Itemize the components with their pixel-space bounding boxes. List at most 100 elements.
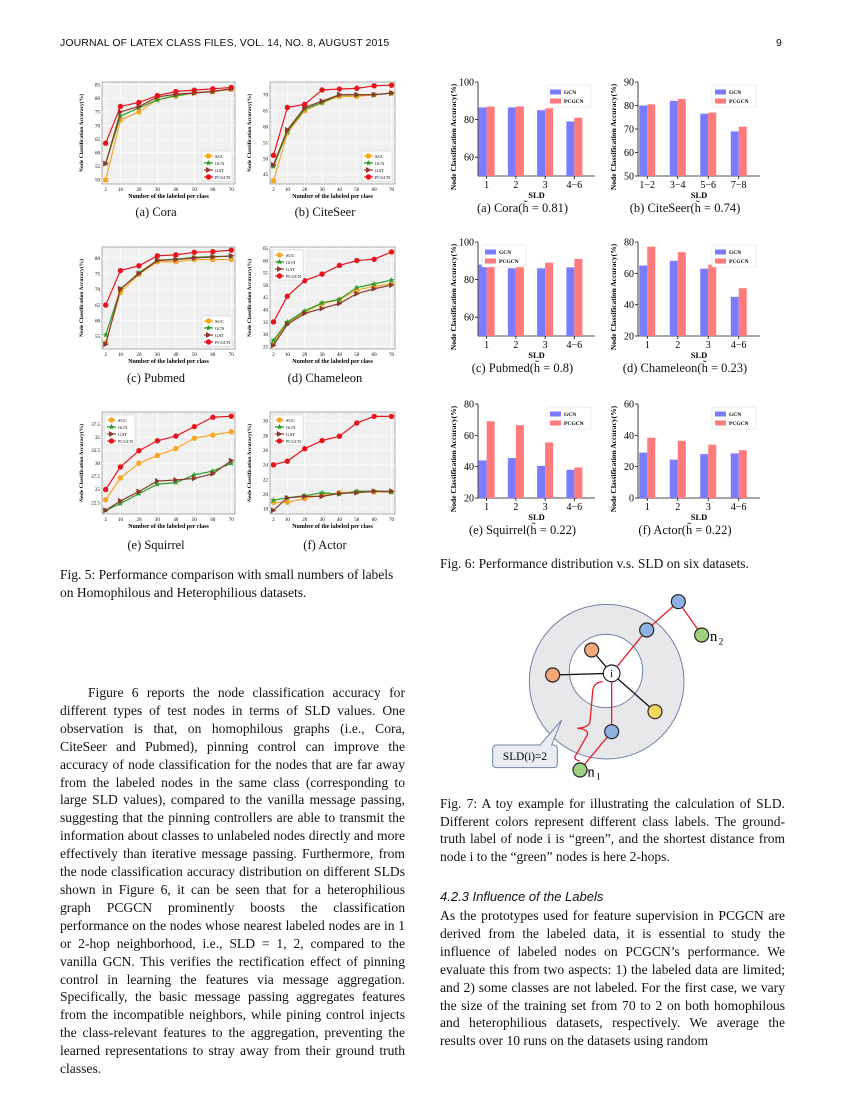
y-tick-label: 60: [624, 148, 634, 159]
triangle-marker: [389, 90, 395, 97]
bar-gcn: [507, 107, 516, 176]
star-marker: [284, 318, 291, 325]
circle-marker: [365, 174, 372, 180]
triangle-marker: [270, 507, 277, 514]
star-marker: [270, 337, 277, 343]
triangle-marker: [354, 290, 360, 297]
triangle-marker: [336, 300, 343, 307]
x-tick-label: 10: [285, 518, 291, 523]
bar-pcgcn: [677, 252, 686, 336]
triangle-marker: [154, 478, 161, 485]
x-tick-label: 70: [229, 188, 235, 193]
series-line-pcgcn: [105, 415, 232, 490]
x-tick-label: 1−2: [639, 180, 655, 191]
circle-marker: [228, 247, 235, 253]
bar-gcn: [730, 131, 739, 176]
bar-gcn: [537, 110, 546, 176]
node-orange: [584, 642, 600, 658]
circle-marker: [228, 84, 235, 91]
star-marker: [108, 423, 115, 430]
circle-marker: [136, 99, 142, 106]
y-tick-label: 20: [263, 493, 269, 498]
triangle-marker: [366, 167, 372, 173]
x-tick-label: 10: [118, 353, 124, 358]
y-axis-label: Node Classification Accuracy(%): [78, 424, 85, 502]
y-tick-label: 65: [263, 247, 269, 252]
triangle-marker: [277, 431, 283, 437]
y-axis-label: Node Classification Accuracy(%): [609, 83, 618, 190]
y-tick-label: 60: [624, 400, 634, 411]
circle-marker: [102, 302, 109, 308]
x-tick-label: 40: [337, 518, 343, 523]
legend-label: PCGCN: [215, 340, 231, 345]
series-line-pcgcn: [105, 86, 232, 144]
x-tick-label: 1: [484, 180, 489, 191]
circle-marker: [284, 499, 291, 505]
circle-marker: [284, 104, 291, 111]
y-tick-label: 80: [464, 275, 474, 286]
star-marker: [209, 467, 216, 474]
circle-marker: [270, 462, 277, 468]
triangle-marker: [117, 285, 124, 292]
circle-marker: [117, 103, 124, 110]
y-tick-label: 65: [95, 138, 101, 143]
x-tick-label: 50: [192, 188, 198, 193]
subcaption: (d) Chameleon: [287, 371, 363, 385]
x-tick-label: 4−6: [731, 340, 747, 351]
y-axis-label: Node Classification Accuracy(%): [78, 259, 85, 337]
star-marker: [276, 258, 283, 265]
x-tick-label: 30: [155, 518, 161, 523]
star-marker: [154, 481, 161, 487]
bar-gcn: [700, 454, 709, 498]
n1-subscript: 1: [596, 773, 601, 783]
circle-marker: [354, 85, 360, 92]
circle-marker: [388, 249, 395, 255]
x-tick-label: 2: [513, 502, 518, 513]
y-tick-label: 40: [263, 308, 269, 313]
circle-marker: [154, 452, 161, 459]
y-tick-label: 55: [95, 335, 101, 340]
bar-pcgcn: [574, 467, 583, 498]
bar-pcgcn: [738, 126, 747, 176]
y-tick-label: 50: [95, 179, 101, 184]
x-tick-label: 2: [513, 340, 518, 351]
sld-brace: [574, 681, 603, 762]
running-header: JOURNAL OF LATEX CLASS FILES, VOL. 14, N…: [60, 37, 390, 49]
y-tick-label: 45: [263, 296, 269, 301]
y-tick-label: 65: [95, 304, 101, 309]
x-tick-label: 70: [389, 353, 395, 358]
x-axis-label: Number of the labeled per class: [292, 194, 373, 200]
y-tick-label: 60: [624, 269, 634, 280]
triangle-marker: [277, 266, 283, 272]
subcaption: (f) Actor: [303, 538, 347, 552]
circle-marker: [371, 83, 377, 89]
legend-label: GCN: [499, 250, 511, 256]
chart-squirrel-labels: 22.5 25 27.5 30 32.5 35 37.5 2 10 20 30 40 50 60 70 Num…: [78, 411, 236, 530]
x-tick-label: 1: [484, 502, 489, 513]
triangle-marker: [210, 254, 216, 261]
n2-subscript: 2: [719, 637, 724, 647]
y-tick-label: 35: [95, 436, 101, 441]
x-axis-label: Number of the labeled per class: [128, 359, 209, 365]
triangle-marker: [103, 341, 109, 348]
circle-marker: [173, 252, 179, 258]
star-marker: [117, 112, 124, 119]
series-line-gat: [105, 460, 232, 511]
legend-label: SGC: [286, 253, 295, 258]
triangle-marker: [136, 103, 142, 110]
bar-pcgcn: [515, 263, 524, 336]
bar-pcgcn: [574, 258, 583, 336]
x-tick-label: 10: [118, 518, 124, 523]
legend-label: GCN: [375, 161, 385, 166]
triangle-marker: [136, 488, 142, 495]
legend-label: PCGCN: [729, 259, 749, 265]
circle-marker: [173, 88, 179, 95]
y-tick-label: 27.5: [91, 475, 100, 480]
legend-label: GCN: [729, 90, 741, 96]
series-line-gat: [105, 255, 232, 345]
x-tick-label: 20: [136, 518, 142, 523]
bar-gcn: [639, 452, 648, 498]
circle-marker: [205, 318, 212, 324]
y-tick-label: 80: [624, 238, 634, 249]
series-line-pcgcn: [273, 415, 392, 466]
